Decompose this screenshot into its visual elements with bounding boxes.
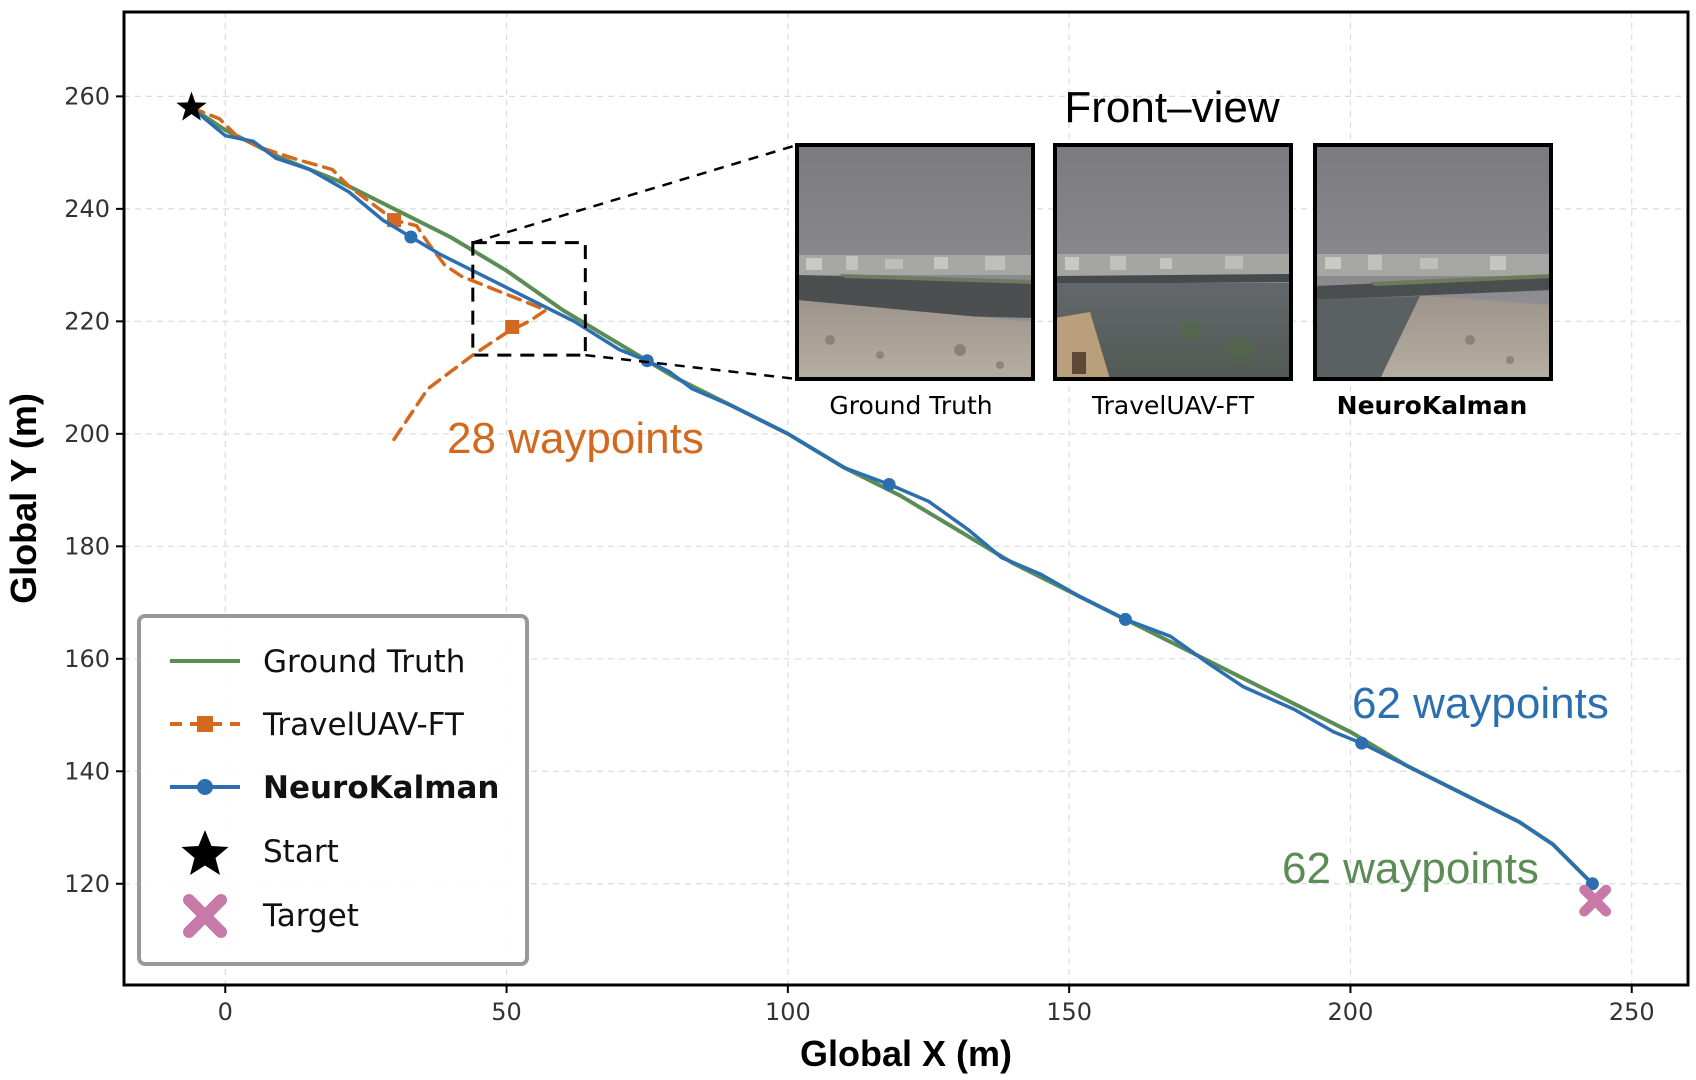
front-view-traveluav-image [1053,143,1293,381]
start-star-marker [176,91,207,121]
x-tick-label: 100 [765,998,811,1026]
x-axis-title: Global X (m) [800,1033,1012,1074]
inset-caption-ground-truth: Ground Truth [829,391,992,420]
legend-box [137,614,529,966]
x-tick-label: 200 [1328,998,1374,1026]
plot-frame [122,10,1690,987]
front-view-neurokalman-image [1313,143,1553,381]
y-tick-label: 180 [64,532,110,560]
legend-marker-traveluav [197,716,213,732]
neurokalman-waypoint-marker [404,230,418,244]
y-tick-label: 160 [64,645,110,673]
y-tick-label: 260 [64,82,110,110]
series [189,105,1599,891]
target-cross-marker [1579,884,1612,917]
special-markers [176,91,1612,917]
y-axis-ticks: 120 140 160 180 200 220 240 260 [64,82,124,898]
x-axis-ticks: 0 50 100 150 200 250 [218,985,1655,1026]
zoom-box [471,241,587,357]
x-tick-label: 50 [491,998,522,1026]
x-tick-label: 0 [218,998,233,1026]
y-tick-label: 240 [64,195,110,223]
front-view-inset: Front–view Ground Truth [795,83,1553,420]
inset-caption-neurokalman: NeuroKalman [1337,391,1528,420]
legend-marker-neurokalman [197,779,213,795]
annotation-ground-truth-waypoints: 62 waypoints [1282,844,1539,893]
zoom-connector-bottom [585,353,798,381]
inset-title: Front–view [1064,83,1279,132]
inset-caption-traveluav: TravelUAV-FT [1091,391,1255,420]
legend-label-target: Target [262,898,359,934]
neurokalman-waypoint-marker [882,477,896,491]
legend-label-ground-truth: Ground Truth [263,644,465,680]
front-view-ground-truth-image [795,143,1035,381]
zoom-connector-top [472,143,798,244]
x-tick-label: 250 [1609,998,1655,1026]
y-axis-title: Global Y (m) [3,393,44,604]
series-line-traveluav-ft [189,105,548,442]
legend-label-start: Start [263,834,339,870]
legend: Ground Truth TravelUAV-FT NeuroKalman St… [137,614,529,966]
legend-target-cross-icon [183,894,227,938]
neurokalman-waypoint-marker [1585,877,1599,891]
neurokalman-waypoint-marker [640,354,654,368]
legend-start-star-icon [181,830,229,875]
legend-label-neurokalman: NeuroKalman [263,770,499,806]
y-tick-label: 220 [64,307,110,335]
x-tick-label: 150 [1046,998,1092,1026]
y-tick-label: 200 [64,420,110,448]
annotation-traveluav-waypoints: 28 waypoints [447,414,704,463]
traveluav-waypoint-marker [505,319,520,334]
neurokalman-waypoint-marker [1355,736,1369,750]
annotation-neurokalman-waypoints: 62 waypoints [1352,679,1609,728]
y-tick-label: 140 [64,757,110,785]
neurokalman-waypoint-marker [1118,612,1132,626]
series-line-neurokalman [189,105,1595,886]
legend-label-traveluav: TravelUAV-FT [262,707,465,743]
y-tick-label: 120 [64,870,110,898]
